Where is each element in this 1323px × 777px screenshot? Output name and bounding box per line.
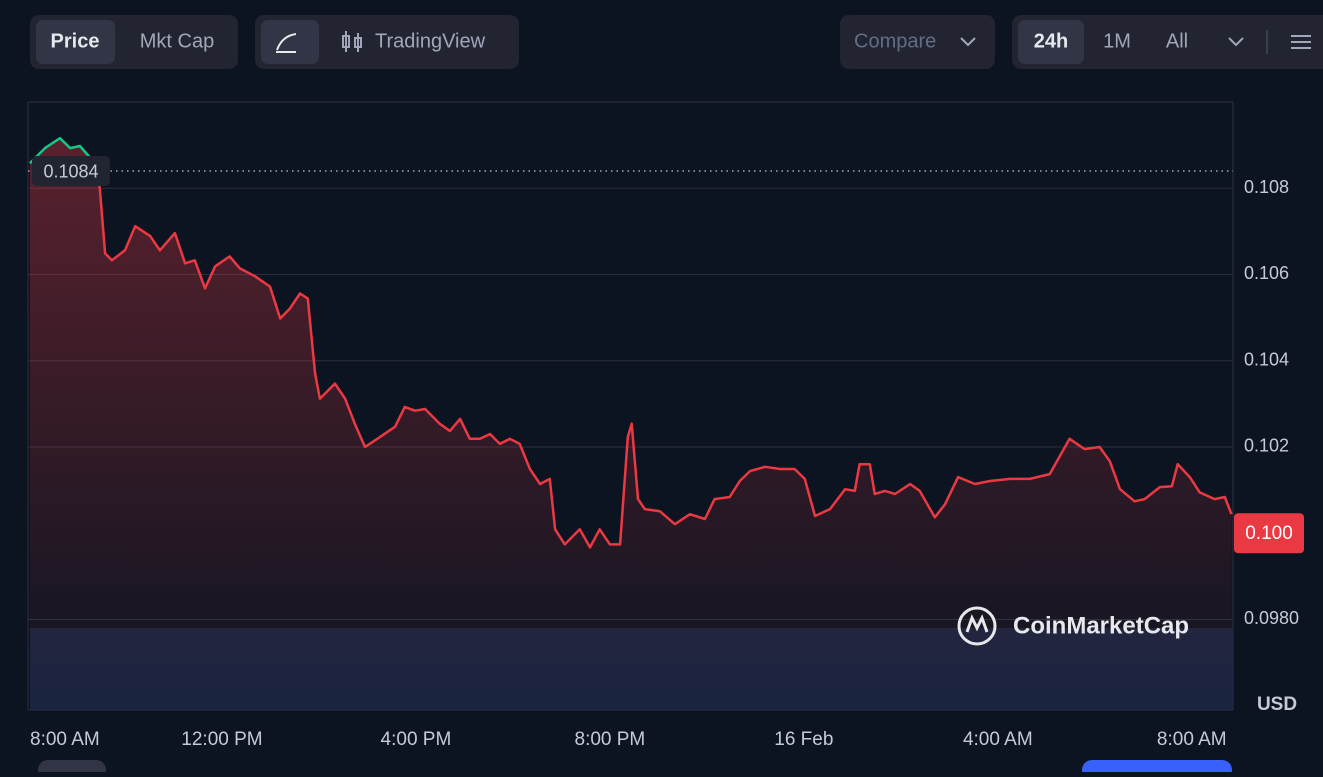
price-label[interactable]: Price — [51, 30, 100, 52]
y-tick-label: 0.104 — [1244, 349, 1289, 369]
chart: 0.108 0.106 0.104 0.102 0.0980 8:00 AM 12:00 P… — [28, 136, 1304, 750]
toolbar: Price Mkt Cap TradingView Compare 24h 1M… — [30, 15, 1323, 69]
watermark-text: CoinMarketCap — [1013, 612, 1189, 639]
y-tick-label: 0.108 — [1244, 177, 1289, 197]
last-price-badge — [1234, 513, 1304, 554]
y-tick-label: 0.102 — [1244, 436, 1289, 456]
y-tick-label: 0.0980 — [1244, 608, 1299, 628]
range-label[interactable]: 1M — [1103, 30, 1131, 52]
range-label[interactable]: All — [1166, 30, 1188, 52]
watermark: CoinMarketCap — [957, 606, 1189, 646]
mkt-cap-label[interactable]: Mkt Cap — [140, 30, 214, 52]
reference-badge — [32, 155, 110, 186]
chevron — [960, 37, 976, 47]
view-toggle — [255, 15, 519, 69]
reference-label: 0.1084 — [43, 162, 98, 182]
x-tick-label: 8:00 AM — [1157, 729, 1227, 750]
x-tick-label: 12:00 PM — [181, 729, 262, 750]
compare-button[interactable] — [840, 15, 995, 69]
y-unit: USD — [1257, 694, 1297, 715]
x-tick-label: 4:00 AM — [963, 729, 1033, 750]
price-line — [95, 170, 1233, 549]
x-tick-label: 4:00 PM — [381, 729, 452, 750]
tradingview-label[interactable]: TradingView — [375, 30, 486, 52]
y-tick-label: 0.106 — [1244, 263, 1289, 283]
range-active[interactable] — [1018, 20, 1084, 64]
candle-icon — [342, 31, 362, 52]
settings-icon[interactable] — [1291, 35, 1311, 49]
partial-button — [1082, 760, 1232, 777]
x-tick-label: 16 Feb — [774, 729, 833, 750]
x-tick-label: 8:00 PM — [575, 729, 646, 750]
x-tick-label: 8:00 AM — [30, 729, 100, 750]
price-button[interactable] — [36, 20, 115, 64]
compare-label[interactable]: Compare — [854, 30, 936, 52]
partial-button — [38, 760, 106, 777]
area-fill — [29, 138, 1232, 710]
range-toggle — [1012, 15, 1323, 69]
range-label[interactable]: 24h — [1034, 30, 1068, 52]
line-view-button[interactable] — [261, 20, 319, 64]
line-icon — [276, 33, 297, 53]
last-price-label: 0.100 — [1245, 523, 1293, 544]
chevron — [1228, 37, 1244, 47]
